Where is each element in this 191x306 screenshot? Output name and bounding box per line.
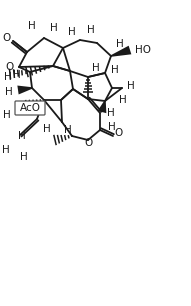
Polygon shape: [98, 101, 106, 113]
Text: H: H: [119, 95, 127, 105]
Text: H: H: [50, 23, 58, 33]
Text: H: H: [18, 131, 26, 141]
Text: O: O: [5, 62, 13, 72]
Text: H: H: [111, 65, 119, 75]
Text: H: H: [28, 21, 36, 31]
Text: HO: HO: [135, 45, 151, 55]
Text: H: H: [127, 81, 135, 91]
Text: H: H: [68, 27, 76, 37]
Text: O: O: [114, 128, 122, 138]
Text: H: H: [92, 63, 100, 73]
Text: O: O: [2, 33, 10, 43]
Text: H: H: [13, 70, 21, 80]
Text: H: H: [87, 25, 95, 35]
Text: H: H: [108, 122, 116, 132]
Polygon shape: [111, 46, 131, 57]
Text: H: H: [116, 39, 124, 49]
Text: H: H: [43, 124, 51, 134]
Text: H: H: [5, 87, 13, 97]
Text: H: H: [2, 145, 10, 155]
FancyBboxPatch shape: [15, 101, 45, 115]
Text: H: H: [4, 72, 12, 82]
Polygon shape: [17, 86, 32, 95]
Text: H: H: [20, 152, 28, 162]
Text: AcO: AcO: [19, 103, 40, 113]
Text: H: H: [3, 110, 11, 120]
Text: AcO: AcO: [19, 103, 40, 113]
Text: H: H: [64, 125, 72, 135]
Text: H: H: [107, 108, 115, 118]
Text: O: O: [84, 138, 92, 148]
